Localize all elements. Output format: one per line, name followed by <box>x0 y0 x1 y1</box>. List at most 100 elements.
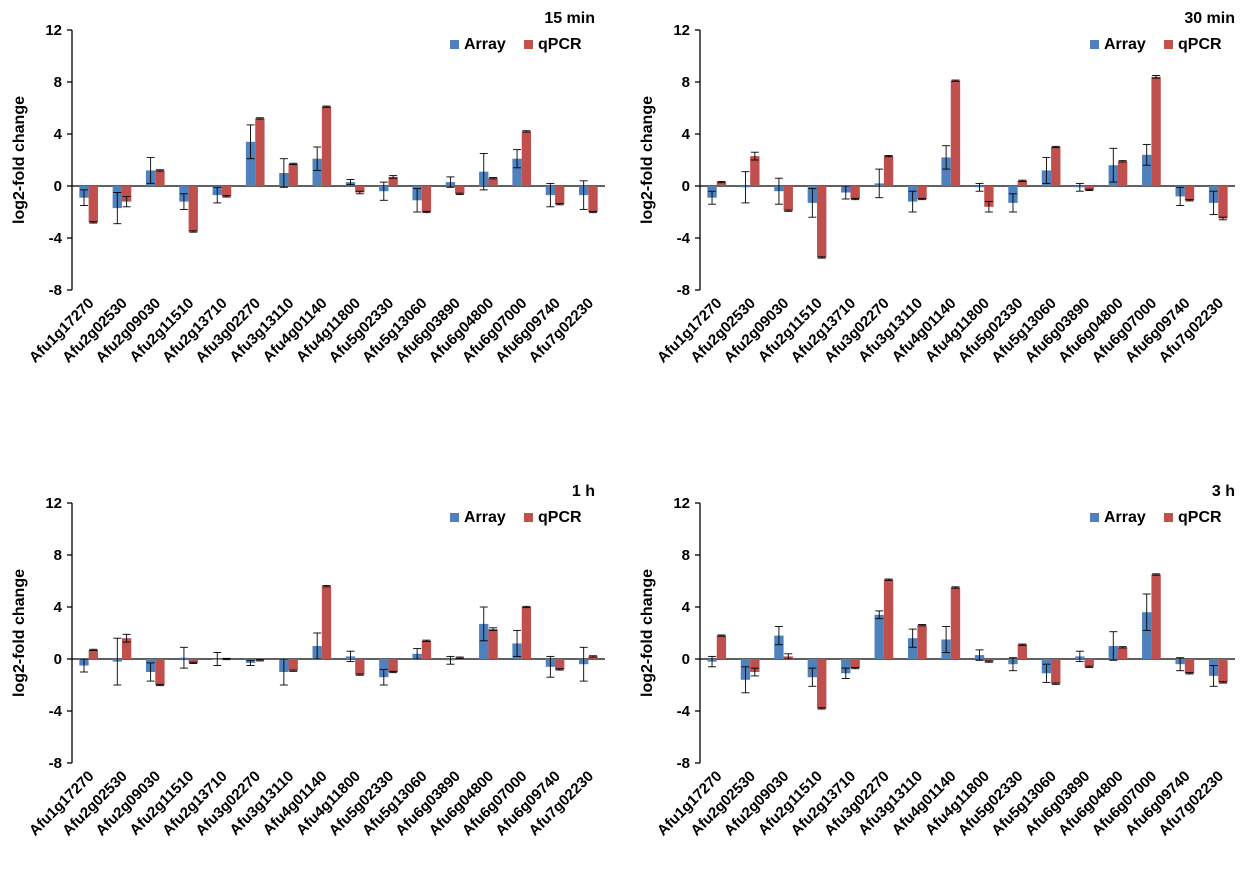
legend-swatch-qpcr <box>524 513 533 522</box>
bar-qpcr <box>288 163 298 186</box>
bar-qpcr <box>750 659 760 672</box>
bar-qpcr <box>984 186 994 207</box>
y-tick-label: -8 <box>49 282 62 299</box>
bar-qpcr <box>221 186 232 197</box>
bar-qpcr <box>883 579 894 659</box>
bar-qpcr <box>750 156 760 186</box>
bar-qpcr <box>1117 647 1128 659</box>
bar-qpcr <box>155 659 165 685</box>
bar-qpcr <box>1117 161 1128 186</box>
y-tick-label: -4 <box>677 230 691 247</box>
legend-label-array: Array <box>464 509 506 526</box>
bar-qpcr <box>488 178 498 186</box>
bar-array <box>941 157 951 186</box>
bar-qpcr <box>817 659 827 709</box>
bar-qpcr <box>321 586 332 659</box>
bar-qpcr <box>1151 76 1161 186</box>
bar-array <box>1142 612 1152 659</box>
bar-qpcr <box>1017 180 1028 186</box>
legend-swatch-array <box>1090 40 1099 49</box>
bar-qpcr <box>521 131 532 186</box>
bar-qpcr <box>1184 186 1195 201</box>
legend: Array qPCR <box>1090 509 1222 526</box>
y-axis-label: log2-fold change <box>639 569 656 697</box>
bar-qpcr <box>1051 659 1061 684</box>
y-tick-label: 4 <box>54 599 63 616</box>
bar-array <box>479 623 489 659</box>
legend-swatch-array <box>450 40 459 49</box>
y-tick-label: 8 <box>54 74 62 91</box>
bar-qpcr <box>1184 659 1195 674</box>
bar-qpcr <box>716 182 727 186</box>
y-axis-label: log2-fold change <box>11 569 28 697</box>
y-axis-label: log2-fold change <box>11 96 28 224</box>
y-tick-label: 0 <box>682 651 690 668</box>
bar-qpcr <box>588 186 598 212</box>
bar-array <box>874 614 884 659</box>
bar-qpcr <box>1017 644 1028 659</box>
bar-qpcr <box>88 649 98 659</box>
bar-array <box>907 638 918 659</box>
bar-qpcr <box>321 106 332 186</box>
legend: Array qPCR <box>1090 36 1222 53</box>
bar-qpcr <box>1218 659 1228 683</box>
bar-qpcr <box>121 186 132 202</box>
y-tick-label: 0 <box>682 178 690 195</box>
legend-label-qpcr: qPCR <box>1178 36 1222 53</box>
legend-label-qpcr: qPCR <box>538 509 582 526</box>
legend-swatch-array <box>450 513 459 522</box>
bar-array <box>1142 154 1152 186</box>
y-tick-label: 4 <box>682 599 691 616</box>
chart-panel-2: -8 -4 0 4 8 12 log2-fold change 30 min Array qPCR… <box>639 10 1235 366</box>
chart-title: 15 min <box>544 10 595 27</box>
bar-qpcr <box>950 587 961 659</box>
y-tick-label: 4 <box>54 126 63 143</box>
legend-swatch-qpcr <box>1164 513 1173 522</box>
bar-qpcr <box>917 186 927 199</box>
y-tick-label: 8 <box>54 547 62 564</box>
legend-label-array: Array <box>1104 509 1146 526</box>
bar-array <box>512 158 522 186</box>
bar-array <box>841 659 851 674</box>
bar-qpcr <box>850 659 860 669</box>
bar-qpcr <box>255 118 265 186</box>
bar-qpcr <box>1151 574 1161 659</box>
bar-qpcr <box>984 659 994 662</box>
bar-qpcr <box>1051 147 1061 186</box>
chart-title: 3 h <box>1212 483 1235 500</box>
y-tick-label: -8 <box>49 755 62 772</box>
bar-array <box>312 158 322 186</box>
legend-label-qpcr: qPCR <box>538 36 582 53</box>
y-tick-label: 0 <box>54 651 62 668</box>
y-tick-label: 12 <box>673 22 690 39</box>
y-tick-label: -4 <box>49 230 63 247</box>
bar-qpcr <box>950 80 961 186</box>
y-tick-label: 4 <box>682 126 691 143</box>
bar-qpcr <box>588 656 598 659</box>
y-axis-label: log2-fold change <box>639 96 656 224</box>
bar-qpcr <box>355 186 365 193</box>
legend-swatch-qpcr <box>524 40 533 49</box>
chart-panel-1: -8 -4 0 4 8 12 log2-fold change 15 min Array qPCR… <box>11 10 605 366</box>
bar-qpcr <box>817 186 827 258</box>
legend: Array qPCR <box>450 509 582 526</box>
legend-swatch-qpcr <box>1164 40 1173 49</box>
bar-qpcr <box>355 659 365 675</box>
bar-qpcr <box>783 186 793 211</box>
bar-qpcr <box>488 629 498 659</box>
bar-qpcr <box>1084 659 1094 667</box>
y-tick-label: -4 <box>677 703 691 720</box>
legend-label-array: Array <box>464 36 506 53</box>
bar-qpcr <box>288 659 298 671</box>
bar-qpcr <box>188 659 198 663</box>
bar-qpcr <box>1218 186 1228 219</box>
legend-swatch-array <box>1090 513 1099 522</box>
bar-array <box>245 141 256 186</box>
bar-qpcr <box>917 625 927 659</box>
bar-qpcr <box>555 659 565 670</box>
y-tick-label: 0 <box>54 178 62 195</box>
bar-qpcr <box>121 638 132 659</box>
bar-qpcr <box>421 186 432 212</box>
